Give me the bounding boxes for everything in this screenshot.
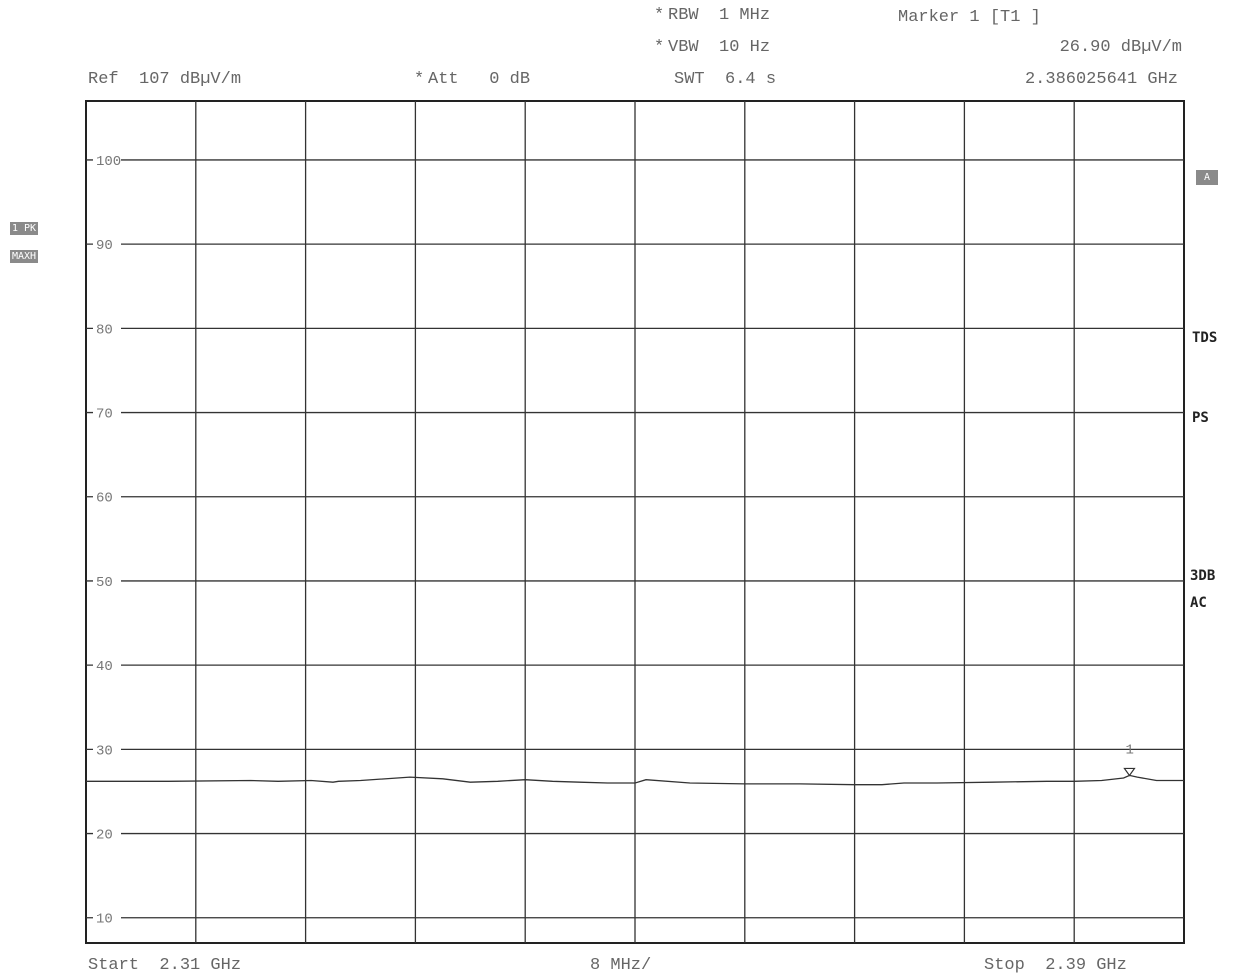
a-indicator-badge: A bbox=[1196, 170, 1219, 185]
tick-label-bg bbox=[93, 908, 121, 927]
vbw-star: * bbox=[654, 38, 665, 57]
tick-label-bg bbox=[93, 824, 121, 843]
rbw-star: * bbox=[654, 6, 665, 25]
y-tick-label: 30 bbox=[96, 743, 113, 759]
att-star: * bbox=[414, 70, 425, 89]
start-frequency: Start 2.31 GHz bbox=[88, 956, 242, 975]
tick-label-bg bbox=[93, 403, 121, 422]
span-per-division: 8 MHz/ bbox=[590, 956, 652, 975]
marker-frequency-readout: 2.386025641 GHz bbox=[1024, 70, 1178, 89]
marker-level-readout: 26.90 dBµV/m bbox=[1059, 38, 1182, 57]
y-tick-label: 20 bbox=[96, 828, 113, 844]
marker-1-label: 1 bbox=[1125, 742, 1133, 758]
ac-label: AC bbox=[1190, 595, 1207, 611]
tick-label-bg bbox=[93, 656, 121, 675]
attenuation-readout: Att 0 dB bbox=[428, 70, 531, 89]
tick-label-bg bbox=[93, 487, 121, 506]
trace-detector-badge: 1 PK bbox=[10, 222, 39, 235]
y-tick-label: 50 bbox=[96, 575, 113, 591]
marker-1-symbol bbox=[1123, 767, 1136, 777]
trace-layer bbox=[86, 774, 1184, 786]
spectrum-trace bbox=[86, 774, 1184, 786]
ref-level-readout: Ref 107 dBµV/m bbox=[88, 70, 242, 89]
y-tick-label: 40 bbox=[96, 659, 113, 675]
grid-layer bbox=[85, 100, 1185, 944]
3db-label: 3DB bbox=[1190, 568, 1216, 584]
y-tick-labels: 10 20 30 40 50 60 70 80 90 100 bbox=[93, 150, 121, 928]
y-tick-label: 80 bbox=[96, 322, 113, 338]
tick-label-bg bbox=[93, 571, 121, 590]
tick-label-bg bbox=[93, 150, 121, 169]
rbw-readout: RBW 1 MHz bbox=[668, 6, 771, 25]
sweep-time-readout: SWT 6.4 s bbox=[674, 70, 777, 89]
trace-mode-badge: MAXH bbox=[10, 250, 39, 263]
y-tick-label: 90 bbox=[96, 238, 113, 254]
tick-label-bg bbox=[93, 235, 121, 254]
vbw-readout: VBW 10 Hz bbox=[668, 38, 771, 57]
tick-label-bg bbox=[93, 319, 121, 338]
marker-layer: 1 bbox=[1123, 742, 1136, 777]
y-tick-label: 70 bbox=[96, 407, 113, 423]
tds-label: TDS bbox=[1192, 330, 1218, 346]
stop-frequency: Stop 2.39 GHz bbox=[984, 956, 1127, 975]
marker-title: Marker 1 [T1 ] bbox=[898, 8, 1041, 27]
y-tick-label: 100 bbox=[96, 154, 121, 170]
tick-label-bg bbox=[93, 740, 121, 759]
ps-label: PS bbox=[1192, 410, 1209, 426]
y-tick-label: 60 bbox=[96, 491, 113, 507]
y-tick-label: 10 bbox=[96, 912, 113, 928]
